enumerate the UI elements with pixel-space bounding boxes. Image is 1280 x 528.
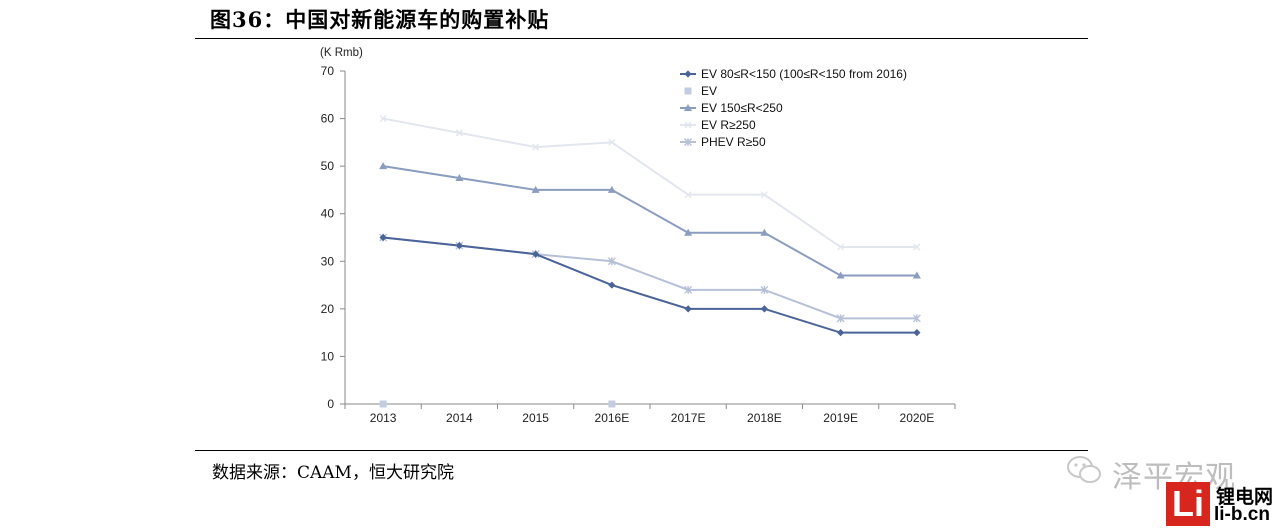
- y-tick-label: 60: [321, 112, 335, 126]
- x-tick-label: 2019E: [823, 411, 858, 425]
- y-tick-label: 40: [321, 207, 335, 221]
- data-point-series-3: [837, 243, 845, 251]
- data-point-series-2: [607, 185, 616, 193]
- data-point-series-3: [455, 129, 463, 137]
- x-tick-label: 2017E: [671, 411, 706, 425]
- data-point-series-2: [531, 185, 540, 193]
- data-point-series-0: [684, 305, 692, 313]
- series-line-3: [382, 117, 917, 249]
- source-note: 数据来源：CAAM，恒大研究院: [212, 463, 454, 483]
- y-axis-unit-label: (K Rmb): [320, 47, 363, 59]
- data-point-series-3: [913, 243, 921, 251]
- legend-label: EV: [701, 84, 717, 98]
- legend-marker: [684, 121, 692, 129]
- data-point-series-0: [913, 329, 921, 337]
- series-line-4: [383, 236, 917, 320]
- legend-label: EV 80≤R<150 (100≤R<150 from 2016): [701, 67, 907, 81]
- data-point-series-3: [760, 191, 768, 199]
- data-point-series-0: [837, 329, 845, 337]
- x-tick-label: 2014: [446, 411, 473, 425]
- data-point-series-3: [608, 138, 616, 146]
- x-tick-label: 2020E: [900, 411, 935, 425]
- legend-marker: [684, 70, 692, 78]
- data-point-series-4: [607, 257, 616, 266]
- data-point-series-4: [760, 285, 769, 294]
- data-point-series-2: [760, 228, 769, 236]
- y-tick-label: 0: [327, 397, 334, 411]
- y-tick-label: 10: [321, 349, 335, 363]
- logo-chinese-name: 锂电网: [1216, 486, 1274, 508]
- legend-label: EV R≥250: [701, 118, 756, 132]
- data-point-series-3: [532, 143, 540, 151]
- data-point-series-4: [684, 285, 693, 294]
- data-point-series-2: [912, 271, 921, 279]
- data-point-series-4: [836, 314, 845, 323]
- bottom-rule: [195, 450, 1088, 451]
- series-line-2: [382, 165, 917, 277]
- data-point-series-2: [379, 162, 388, 170]
- data-point-series-2: [836, 271, 845, 279]
- data-point-series-3: [684, 191, 692, 199]
- data-point-series-0: [455, 241, 463, 250]
- data-point-series-0: [760, 305, 768, 313]
- data-point-series-3: [379, 115, 387, 123]
- data-point-series-2: [455, 174, 464, 182]
- data-point-series-2: [684, 228, 693, 236]
- top-rule: [195, 38, 1088, 39]
- y-tick-label: 50: [321, 159, 335, 173]
- legend-marker: [684, 104, 692, 111]
- legend-label: PHEV R≥50: [701, 135, 766, 149]
- legend-label: EV 150≤R<250: [701, 101, 783, 115]
- x-tick-label: 2018E: [747, 411, 782, 425]
- x-tick-label: 2015: [522, 411, 549, 425]
- data-point-series-1: [379, 400, 387, 408]
- logo-url: li-b.cn: [1214, 504, 1270, 525]
- x-tick-label: 2013: [370, 411, 397, 425]
- y-tick-label: 70: [321, 64, 335, 78]
- x-tick-label: 2016E: [595, 411, 630, 425]
- legend-marker: [684, 87, 692, 95]
- figure-title: 图36：中国对新能源车的购置补贴: [210, 7, 550, 32]
- legend-marker: [684, 138, 692, 146]
- series-line-0: [383, 236, 917, 334]
- y-tick-label: 30: [321, 254, 335, 268]
- data-point-series-0: [379, 233, 387, 242]
- data-point-series-1: [608, 400, 616, 408]
- data-point-series-4: [912, 314, 921, 323]
- data-point-series-0: [608, 281, 616, 289]
- y-tick-label: 20: [321, 302, 335, 316]
- data-point-series-0: [532, 250, 540, 258]
- wechat-icon: [1067, 456, 1101, 483]
- li-logo-mark: Li: [1166, 482, 1210, 526]
